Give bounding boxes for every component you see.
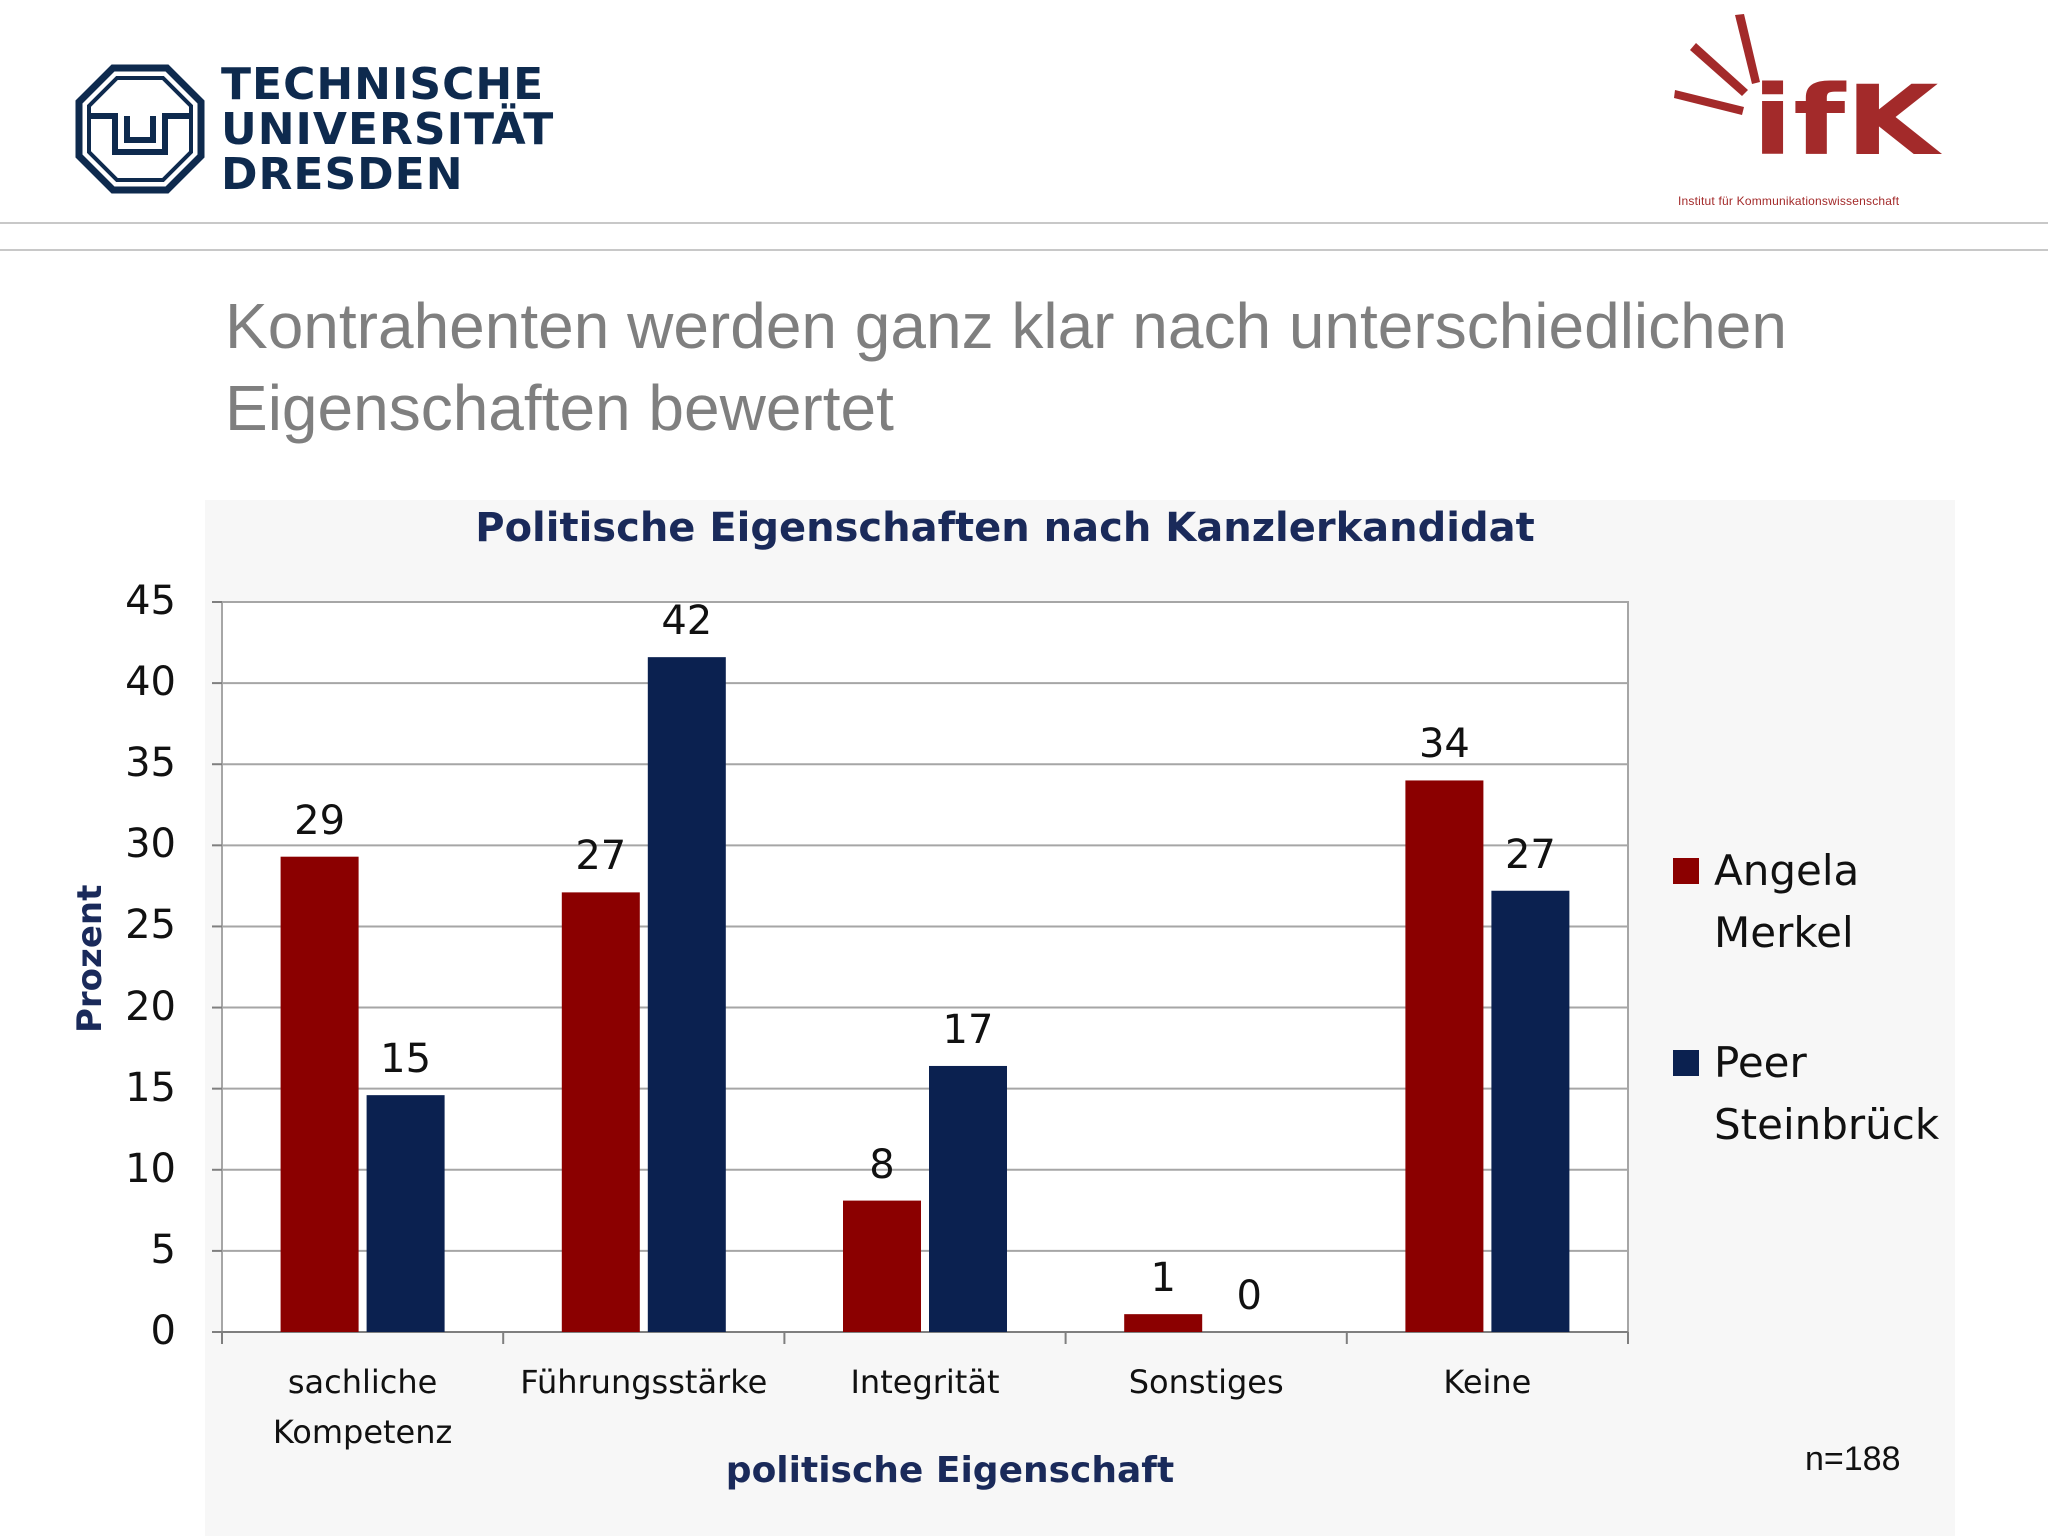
data-label: 42 xyxy=(661,598,713,645)
bar xyxy=(280,856,359,1332)
x-tick-label: Sonstiges xyxy=(1066,1357,1346,1407)
y-tick-label: 25 xyxy=(125,902,176,949)
university-name-line: TECHNISCHE xyxy=(221,59,545,110)
y-tick-label: 40 xyxy=(125,659,176,706)
legend-label-line: Angela xyxy=(1714,846,1860,895)
university-name: TECHNISCHE UNIVERSITÄT DRESDEN xyxy=(221,62,554,197)
data-label: 15 xyxy=(380,1036,432,1083)
slide-title: Kontrahenten werden ganz klar nach unter… xyxy=(225,285,2005,449)
bar xyxy=(843,1200,921,1332)
institute-name: Institut für Kommunikationswissenschaft xyxy=(1678,194,1900,208)
data-label: 1 xyxy=(1150,1255,1176,1302)
x-tick-label-line: Führungsstärke xyxy=(520,1363,768,1401)
bar xyxy=(1124,1314,1203,1332)
legend-label: Angela Merkel xyxy=(1714,840,1974,964)
plot-area xyxy=(221,601,1629,1333)
bar xyxy=(561,892,640,1332)
y-tick-label: 35 xyxy=(125,740,176,787)
data-label: 29 xyxy=(294,797,346,844)
x-tick-label: Integrität xyxy=(785,1357,1065,1407)
y-tick-label: 45 xyxy=(125,578,176,624)
bar xyxy=(647,657,726,1332)
legend-label: Peer Steinbrück xyxy=(1714,1032,1974,1156)
data-label: 34 xyxy=(1418,721,1470,768)
y-tick-label: 15 xyxy=(125,1064,176,1111)
data-label: 27 xyxy=(575,833,627,880)
x-tick-label-line: Kompetenz xyxy=(272,1413,453,1451)
x-tick-label: Keine xyxy=(1347,1357,1627,1407)
data-label: 17 xyxy=(942,1006,994,1053)
bar xyxy=(366,1095,445,1332)
header-divider xyxy=(0,222,2048,224)
y-tick-label: 0 xyxy=(150,1308,176,1354)
legend-swatch xyxy=(1673,858,1699,884)
slide-title-line: Eigenschaften bewertet xyxy=(225,372,894,444)
ifk-logo-icon: ifK xyxy=(1674,14,1943,170)
data-label: 0 xyxy=(1236,1273,1262,1319)
x-tick-label: sachliche Kompetenz xyxy=(223,1357,503,1457)
legend-swatch xyxy=(1673,1050,1699,1076)
legend-label-line: Merkel xyxy=(1714,908,1854,957)
chart-title: Politische Eigenschaften nach Kanzlerkan… xyxy=(475,505,1535,551)
slide-title-line: Kontrahenten werden ganz klar nach unter… xyxy=(225,290,1787,362)
bar xyxy=(1491,890,1570,1332)
bar xyxy=(1405,780,1484,1332)
data-label: 27 xyxy=(1504,831,1556,878)
legend-label-line: Steinbrück xyxy=(1714,1100,1940,1149)
x-tick-label: Führungsstärke xyxy=(504,1357,784,1407)
tu-dresden-logo-icon xyxy=(75,64,205,194)
x-tick-label-line: Integrität xyxy=(850,1363,1000,1401)
x-tick-label-line: sachliche xyxy=(287,1363,438,1401)
y-tick-label: 20 xyxy=(125,983,176,1030)
x-tick-label-line: Keine xyxy=(1443,1363,1532,1401)
university-name-line: UNIVERSITÄT xyxy=(221,104,555,155)
university-name-line: DRESDEN xyxy=(221,149,464,200)
x-axis-title: politische Eigenschaft xyxy=(725,1450,1175,1491)
legend-label-line: Peer xyxy=(1714,1038,1807,1087)
sample-size-note: n=188 xyxy=(1805,1440,1901,1478)
data-label: 8 xyxy=(869,1141,895,1188)
x-tick-label-line: Sonstiges xyxy=(1128,1363,1284,1401)
y-tick-label: 5 xyxy=(150,1226,176,1273)
header-divider xyxy=(0,249,2048,251)
y-tick-label: 10 xyxy=(125,1145,176,1192)
bar xyxy=(929,1065,1007,1332)
y-tick-label: 30 xyxy=(125,821,176,868)
ifk-wordmark: ifK xyxy=(1752,65,1943,170)
